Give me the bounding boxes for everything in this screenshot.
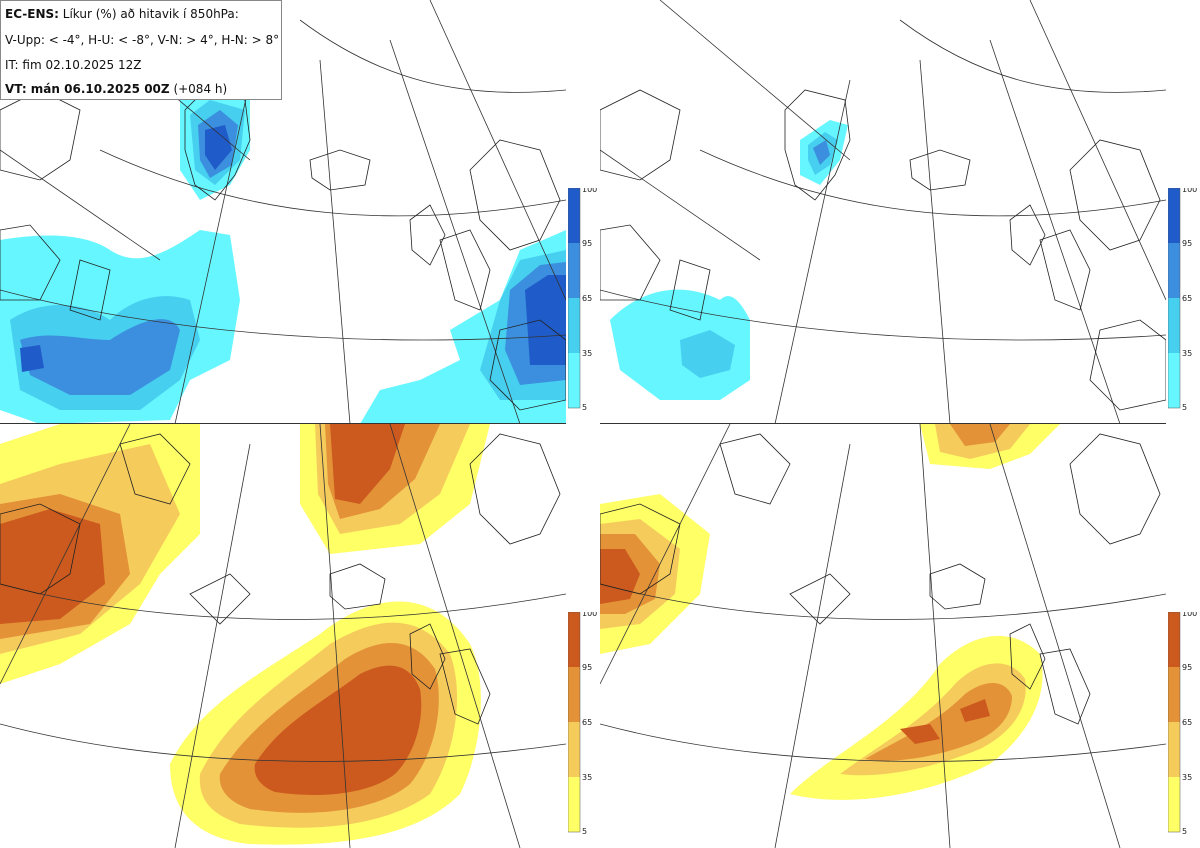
valid-time-line: VT: mán 06.10.2025 00Z (+084 h)	[5, 82, 227, 96]
cb-tick-100: 100	[582, 188, 597, 194]
panel-h-n	[600, 424, 1166, 848]
initial-time: IT: fim 02.10.2025 12Z	[5, 58, 142, 72]
coastlines	[600, 433, 1161, 725]
cb-tick-95: 95	[1182, 663, 1192, 672]
cb-tick-65: 65	[1182, 294, 1192, 303]
colorbar-bottom-left: 100 95 65 35 5	[568, 612, 597, 836]
colorbar-top-right: 100 95 65 35 5	[1168, 188, 1197, 412]
info-title-line: EC-ENS: Líkur (%) að hitavik í 850hPa:	[5, 7, 239, 21]
prob-europe-100	[525, 275, 566, 365]
threshold-legend: V-Upp: < -4°, H-U: < -8°, V-N: > 4°, H-N…	[5, 33, 280, 47]
cb-tick-65: 65	[582, 294, 592, 303]
prob-area-65	[680, 330, 735, 378]
cb-tick-5: 5	[1182, 403, 1187, 412]
panel-v-n	[0, 424, 566, 848]
prob-area-100	[20, 345, 44, 372]
prob-area-95	[20, 319, 180, 395]
cb-tick-35: 35	[582, 773, 592, 782]
map-v-n	[0, 424, 566, 848]
lead-time: (+084 h)	[173, 82, 228, 96]
map-v-upp	[0, 0, 566, 424]
cb-tick-35: 35	[1182, 349, 1192, 358]
graticule	[0, 424, 566, 848]
map-h-u	[600, 0, 1166, 424]
prob-greenland-95	[813, 140, 830, 165]
cb-tick-5: 5	[582, 827, 587, 836]
cb-tick-95: 95	[582, 239, 592, 248]
colorbar-bottom-right: 100 95 65 35 5	[1168, 612, 1197, 836]
prob-north-100	[330, 424, 405, 504]
cb-tick-100: 100	[582, 612, 597, 618]
map-h-n	[600, 424, 1166, 848]
product-title: Líkur (%) að hitavik í 850hPa:	[62, 7, 239, 21]
prob-main-100	[900, 699, 990, 744]
cb-tick-35: 35	[582, 349, 592, 358]
graticule	[600, 424, 1166, 848]
cb-tick-100: 100	[1182, 188, 1197, 194]
cb-tick-35: 35	[1182, 773, 1192, 782]
cb-tick-100: 100	[1182, 612, 1197, 618]
cb-tick-95: 95	[582, 663, 592, 672]
divider-horizontal	[0, 423, 566, 424]
model-name: EC-ENS:	[5, 7, 59, 21]
cb-tick-5: 5	[1182, 827, 1187, 836]
prob-main-100	[254, 665, 422, 795]
prob-area-100	[600, 549, 640, 604]
panel-h-u	[600, 0, 1166, 424]
coastlines	[600, 89, 1166, 411]
prob-greenland-100	[205, 125, 232, 170]
prob-main-95	[865, 682, 1012, 761]
panel-v-upp	[0, 0, 566, 424]
valid-time: VT: mán 06.10.2025 00Z	[5, 82, 170, 96]
cb-tick-65: 65	[582, 718, 592, 727]
info-box: EC-ENS: Líkur (%) að hitavik í 850hPa: V…	[0, 0, 282, 100]
divider-horizontal-right	[600, 423, 1166, 424]
graticule	[600, 0, 1166, 424]
cb-tick-65: 65	[1182, 718, 1192, 727]
coastlines	[0, 433, 561, 725]
colorbar-top-left: 100 95 65 35 5	[568, 188, 597, 412]
cb-tick-5: 5	[582, 403, 587, 412]
prob-area-100	[0, 509, 105, 624]
cb-tick-95: 95	[1182, 239, 1192, 248]
